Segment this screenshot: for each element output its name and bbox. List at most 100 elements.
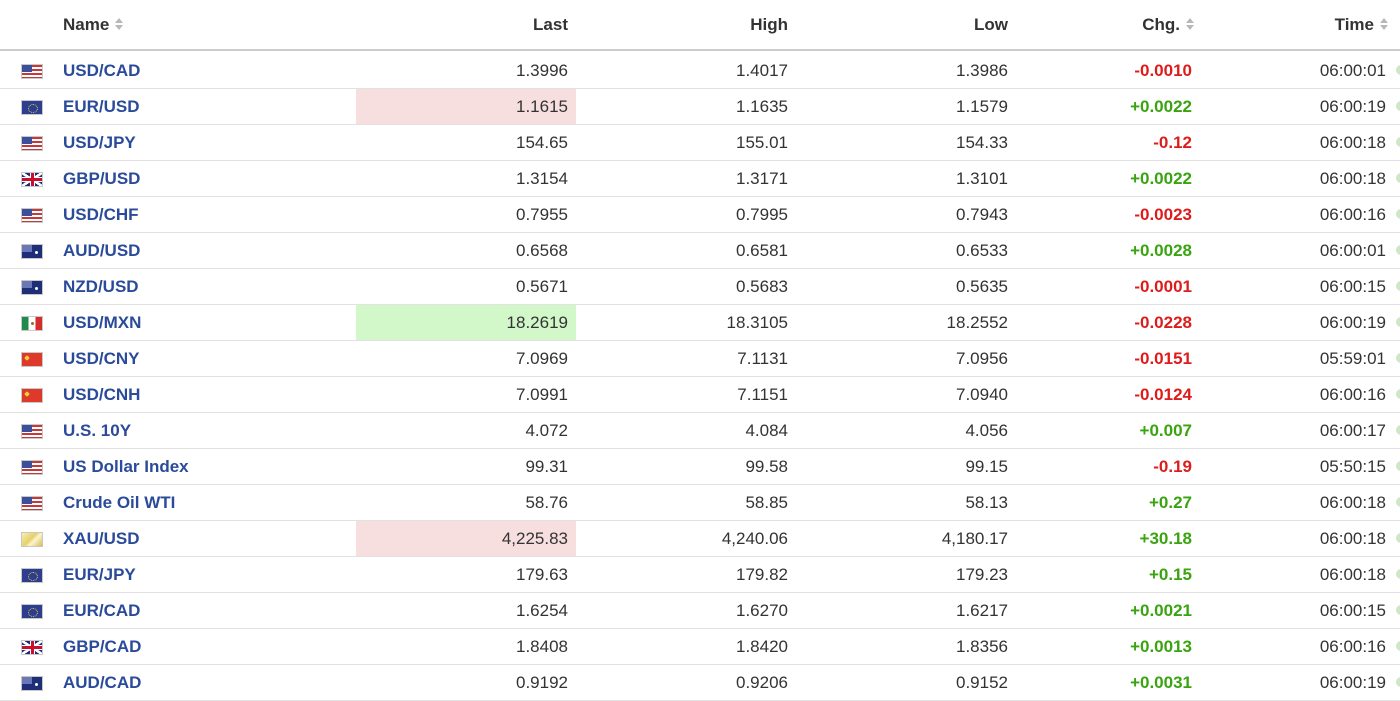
instrument-name-link[interactable]: GBP/CAD	[63, 637, 142, 656]
table-row[interactable]: Crude Oil WTI 58.76 58.85 58.13 +0.27 06:00:1…	[0, 485, 1400, 521]
high-price: 0.7995	[736, 205, 788, 224]
instrument-name-link[interactable]: US Dollar Index	[63, 457, 189, 476]
header-time[interactable]: Time	[1200, 0, 1388, 49]
status-cell	[1396, 377, 1400, 412]
last-price: 18.2619	[356, 305, 576, 340]
flag-cell	[21, 125, 43, 160]
instrument-name-link[interactable]: USD/JPY	[63, 133, 136, 152]
instrument-name-link[interactable]: USD/CHF	[63, 205, 139, 224]
header-chg[interactable]: Chg.	[1010, 0, 1194, 49]
flag-cell	[21, 413, 43, 448]
table-row[interactable]: US Dollar Index 99.31 99.58 99.15 -0.19 05:50…	[0, 449, 1400, 485]
market-status-icon	[1396, 497, 1400, 507]
instrument-name-link[interactable]: USD/CNY	[63, 349, 140, 368]
status-cell	[1396, 161, 1400, 196]
low-price: 1.3101	[956, 169, 1008, 188]
high-price: 7.1131	[737, 349, 788, 368]
low-price: 4,180.17	[941, 529, 1008, 548]
eu-flag-icon	[21, 568, 43, 583]
table-row[interactable]: XAU/USD 4,225.83 4,240.06 4,180.17 +30.18 06:…	[0, 521, 1400, 557]
table-row[interactable]: USD/MXN 18.2619 18.3105 18.2552 -0.0228 06:00…	[0, 305, 1400, 341]
flag-cell	[21, 53, 43, 88]
status-cell	[1396, 593, 1400, 628]
instrument-name-link[interactable]: Crude Oil WTI	[63, 493, 176, 512]
au-flag-icon	[21, 676, 43, 691]
sort-icon[interactable]	[1186, 17, 1194, 31]
high-price: 1.4017	[736, 61, 788, 80]
table-row[interactable]: USD/CNY 7.0969 7.1131 7.0956 -0.0151 05:59:01	[0, 341, 1400, 377]
instrument-name-link[interactable]: U.S. 10Y	[63, 421, 132, 440]
sort-icon[interactable]	[1380, 17, 1388, 31]
table-row[interactable]: USD/CNH 7.0991 7.1151 7.0940 -0.0124 06:00:16	[0, 377, 1400, 413]
update-time: 06:00:15	[1319, 277, 1386, 296]
instrument-name-link[interactable]: NZD/USD	[63, 277, 139, 296]
table-row[interactable]: NZD/USD 0.5671 0.5683 0.5635 -0.0001 06:00:15	[0, 269, 1400, 305]
flag-cell	[21, 269, 43, 304]
instrument-name-link[interactable]: EUR/USD	[63, 97, 140, 116]
flag-cell	[21, 629, 43, 664]
market-status-icon	[1396, 101, 1400, 111]
market-status-icon	[1396, 641, 1400, 651]
table-row[interactable]: AUD/CAD 0.9192 0.9206 0.9152 +0.0031 06:00:19	[0, 665, 1400, 701]
last-price: 4,225.83	[356, 521, 576, 556]
table-row[interactable]: GBP/CAD 1.8408 1.8420 1.8356 +0.0013 06:00:16	[0, 629, 1400, 665]
table-row[interactable]: U.S. 10Y 4.072 4.084 4.056 +0.007 06:00:17	[0, 413, 1400, 449]
header-low: Low	[800, 0, 1008, 49]
low-price: 1.1579	[956, 97, 1008, 116]
last-price: 0.5671	[516, 277, 568, 296]
update-time: 06:00:16	[1319, 637, 1386, 656]
eu-flag-icon	[21, 604, 43, 619]
high-price: 1.8420	[736, 637, 788, 656]
update-time: 06:00:19	[1319, 673, 1386, 692]
instrument-name-link[interactable]: EUR/JPY	[63, 565, 136, 584]
sort-icon[interactable]	[115, 17, 124, 31]
update-time: 06:00:18	[1319, 133, 1386, 152]
instrument-name-link[interactable]: GBP/USD	[63, 169, 141, 188]
instrument-name-link[interactable]: USD/MXN	[63, 313, 142, 332]
update-time: 06:00:16	[1319, 205, 1386, 224]
market-status-icon	[1396, 65, 1400, 75]
table-row[interactable]: USD/CHF 0.7955 0.7995 0.7943 -0.0023 06:00:16	[0, 197, 1400, 233]
us-flag-icon	[21, 460, 43, 475]
header-high: High	[580, 0, 788, 49]
high-price: 1.1635	[736, 97, 788, 116]
last-price: 1.1615	[356, 89, 576, 124]
status-cell	[1396, 449, 1400, 484]
change-value: +0.0022	[1130, 97, 1192, 116]
market-status-icon	[1396, 677, 1400, 687]
status-cell	[1396, 557, 1400, 592]
table-row[interactable]: GBP/USD 1.3154 1.3171 1.3101 +0.0022 06:00:18	[0, 161, 1400, 197]
low-price: 58.13	[965, 493, 1008, 512]
instrument-name-link[interactable]: AUD/USD	[63, 241, 141, 260]
header-name[interactable]: Name	[63, 0, 124, 49]
update-time: 05:59:01	[1319, 349, 1386, 368]
cn-flag-icon	[21, 388, 43, 403]
change-value: -0.0001	[1134, 277, 1192, 296]
instrument-name-link[interactable]: EUR/CAD	[63, 601, 141, 620]
table-row[interactable]: AUD/USD 0.6568 0.6581 0.6533 +0.0028 06:00:01	[0, 233, 1400, 269]
header-last-label: Last	[533, 15, 568, 34]
change-value: +0.0013	[1130, 637, 1192, 656]
table-row[interactable]: USD/JPY 154.65 155.01 154.33 -0.12 06:00:18	[0, 125, 1400, 161]
flag-cell	[21, 89, 43, 124]
instrument-name-link[interactable]: USD/CNH	[63, 385, 141, 404]
status-cell	[1396, 269, 1400, 304]
au-flag-icon	[21, 244, 43, 259]
table-row[interactable]: USD/CAD 1.3996 1.4017 1.3986 -0.0010 06:00:01	[0, 53, 1400, 89]
us-flag-icon	[21, 208, 43, 223]
instrument-name-link[interactable]: XAU/USD	[63, 529, 140, 548]
instrument-name-link[interactable]: USD/CAD	[63, 61, 141, 80]
table-row[interactable]: EUR/JPY 179.63 179.82 179.23 +0.15 06:00:18	[0, 557, 1400, 593]
high-price: 0.5683	[736, 277, 788, 296]
flag-cell	[21, 197, 43, 232]
change-value: +0.15	[1148, 565, 1192, 584]
table-row[interactable]: EUR/USD 1.1615 1.1635 1.1579 +0.0022 06:00:19	[0, 89, 1400, 125]
high-price: 179.82	[736, 565, 788, 584]
table-row[interactable]: EUR/CAD 1.6254 1.6270 1.6217 +0.0021 06:00:15	[0, 593, 1400, 629]
low-price: 0.5635	[956, 277, 1008, 296]
header-last: Last	[356, 0, 568, 49]
status-cell	[1396, 197, 1400, 232]
instrument-name-link[interactable]: AUD/CAD	[63, 673, 142, 692]
change-value: -0.0228	[1134, 313, 1192, 332]
